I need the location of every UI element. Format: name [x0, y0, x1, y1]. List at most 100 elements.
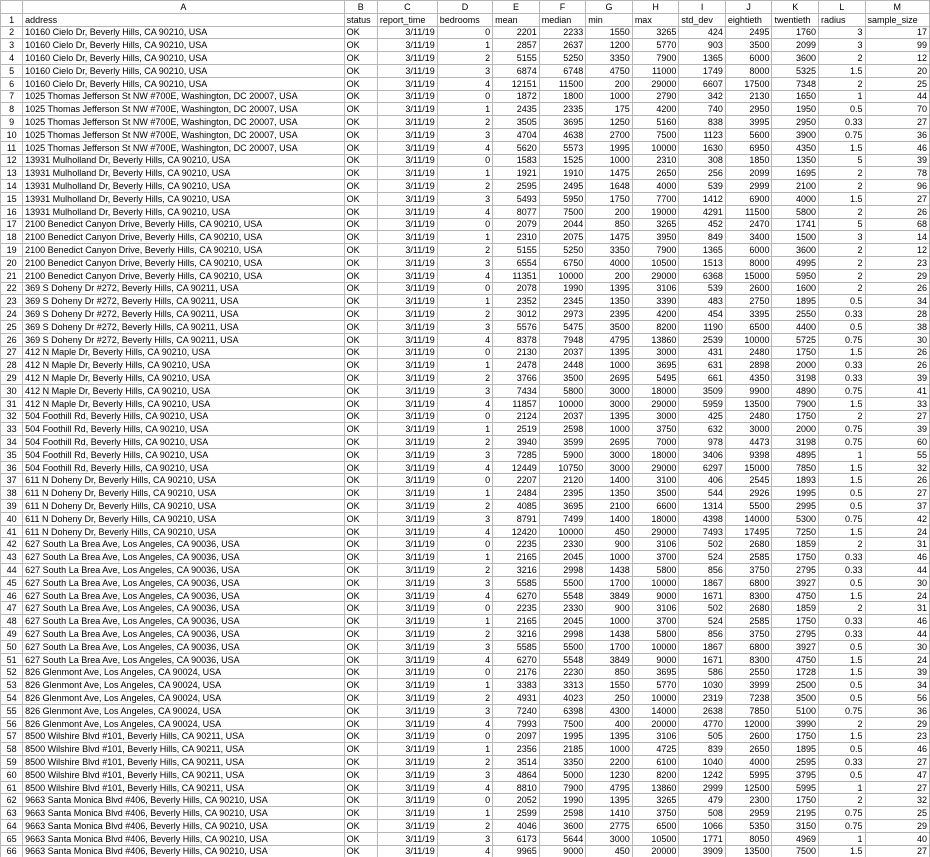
cell[interactable]: 1921: [493, 167, 540, 180]
cell[interactable]: 2: [819, 180, 866, 193]
cell[interactable]: 3000: [632, 346, 679, 359]
cell[interactable]: 3/11/19: [377, 564, 437, 577]
cell[interactable]: 2998: [539, 564, 586, 577]
cell[interactable]: 3/11/19: [377, 269, 437, 282]
cell[interactable]: 369 S Doheny Dr #272, Beverly Hills, CA …: [23, 295, 344, 308]
cell[interactable]: 412 N Maple Dr, Beverly Hills, CA 90210,…: [23, 384, 344, 397]
row-header-10[interactable]: 10: [1, 128, 23, 141]
cell[interactable]: OK: [344, 77, 377, 90]
cell[interactable]: 0.75: [819, 704, 866, 717]
cell[interactable]: 4: [437, 589, 492, 602]
cell[interactable]: 25: [865, 807, 929, 820]
cell[interactable]: 12420: [493, 525, 540, 538]
field-header[interactable]: min: [586, 13, 633, 26]
column-header-G[interactable]: G: [586, 1, 633, 14]
cell[interactable]: 524: [679, 551, 726, 564]
cell[interactable]: 502: [679, 602, 726, 615]
field-header[interactable]: status: [344, 13, 377, 26]
cell[interactable]: 4750: [772, 589, 819, 602]
cell[interactable]: 8500 Wilshire Blvd #101, Beverly Hills, …: [23, 756, 344, 769]
cell[interactable]: 5800: [632, 628, 679, 641]
cell[interactable]: 3750: [632, 423, 679, 436]
cell[interactable]: OK: [344, 692, 377, 705]
cell[interactable]: 661: [679, 372, 726, 385]
cell[interactable]: 3/11/19: [377, 64, 437, 77]
cell[interactable]: 2100: [772, 180, 819, 193]
cell[interactable]: 2: [437, 820, 492, 833]
cell[interactable]: OK: [344, 845, 377, 857]
cell[interactable]: 9663 Santa Monica Blvd #406, Beverly Hil…: [23, 845, 344, 857]
cell[interactable]: 1: [437, 423, 492, 436]
cell[interactable]: 3: [437, 320, 492, 333]
cell[interactable]: 2165: [493, 615, 540, 628]
cell[interactable]: 5950: [772, 269, 819, 282]
cell[interactable]: 5585: [493, 640, 540, 653]
cell[interactable]: 2100 Benedict Canyon Drive, Beverly Hill…: [23, 256, 344, 269]
cell[interactable]: 7434: [493, 384, 540, 397]
cell[interactable]: 3/11/19: [377, 781, 437, 794]
cell[interactable]: 1728: [772, 666, 819, 679]
cell[interactable]: 1583: [493, 154, 540, 167]
cell[interactable]: 2595: [772, 756, 819, 769]
cell[interactable]: 26: [865, 346, 929, 359]
cell[interactable]: 4725: [632, 743, 679, 756]
cell[interactable]: 1: [437, 359, 492, 372]
cell[interactable]: 2330: [539, 538, 586, 551]
cell[interactable]: 6500: [725, 320, 772, 333]
row-header-64[interactable]: 64: [1, 820, 23, 833]
cell[interactable]: 4: [437, 397, 492, 410]
cell[interactable]: 2: [819, 794, 866, 807]
cell[interactable]: 4085: [493, 500, 540, 513]
row-header-19[interactable]: 19: [1, 244, 23, 257]
cell[interactable]: 6554: [493, 256, 540, 269]
cell[interactable]: 24: [865, 525, 929, 538]
row-header-12[interactable]: 12: [1, 154, 23, 167]
cell[interactable]: 2: [437, 116, 492, 129]
cell[interactable]: 2650: [725, 743, 772, 756]
cell[interactable]: 39: [865, 423, 929, 436]
cell[interactable]: 3940: [493, 436, 540, 449]
row-header-36[interactable]: 36: [1, 461, 23, 474]
cell[interactable]: 7499: [539, 512, 586, 525]
cell[interactable]: 2352: [493, 295, 540, 308]
cell[interactable]: 1867: [679, 576, 726, 589]
cell[interactable]: 3/11/19: [377, 538, 437, 551]
cell[interactable]: 2052: [493, 794, 540, 807]
cell[interactable]: OK: [344, 448, 377, 461]
cell[interactable]: 37: [865, 500, 929, 513]
cell[interactable]: 1400: [586, 512, 633, 525]
row-header-9[interactable]: 9: [1, 116, 23, 129]
cell[interactable]: 3927: [772, 576, 819, 589]
cell[interactable]: 3/11/19: [377, 103, 437, 116]
row-header-14[interactable]: 14: [1, 180, 23, 193]
cell[interactable]: 3/11/19: [377, 512, 437, 525]
cell[interactable]: 13860: [632, 333, 679, 346]
cell[interactable]: 3700: [632, 551, 679, 564]
cell[interactable]: 450: [586, 525, 633, 538]
cell[interactable]: 1350: [772, 154, 819, 167]
cell[interactable]: 5493: [493, 192, 540, 205]
cell[interactable]: 2959: [725, 807, 772, 820]
cell[interactable]: 36: [865, 704, 929, 717]
cell[interactable]: 6270: [493, 653, 540, 666]
row-header-27[interactable]: 27: [1, 346, 23, 359]
cell[interactable]: 2075: [539, 231, 586, 244]
cell[interactable]: 8791: [493, 512, 540, 525]
cell[interactable]: OK: [344, 436, 377, 449]
row-header-45[interactable]: 45: [1, 576, 23, 589]
cell[interactable]: 2: [437, 756, 492, 769]
cell[interactable]: 2695: [586, 436, 633, 449]
cell[interactable]: 36: [865, 128, 929, 141]
cell[interactable]: OK: [344, 333, 377, 346]
cell[interactable]: OK: [344, 103, 377, 116]
field-header[interactable]: std_dev: [679, 13, 726, 26]
cell[interactable]: 0: [437, 154, 492, 167]
cell[interactable]: 1025 Thomas Jefferson St NW #700E, Washi…: [23, 141, 344, 154]
cell[interactable]: 30: [865, 640, 929, 653]
cell[interactable]: 850: [586, 218, 633, 231]
cell[interactable]: 4023: [539, 692, 586, 705]
cell[interactable]: 826 Glenmont Ave, Los Angeles, CA 90024,…: [23, 679, 344, 692]
cell[interactable]: 2638: [679, 704, 726, 717]
row-header-53[interactable]: 53: [1, 679, 23, 692]
cell[interactable]: 24: [865, 589, 929, 602]
